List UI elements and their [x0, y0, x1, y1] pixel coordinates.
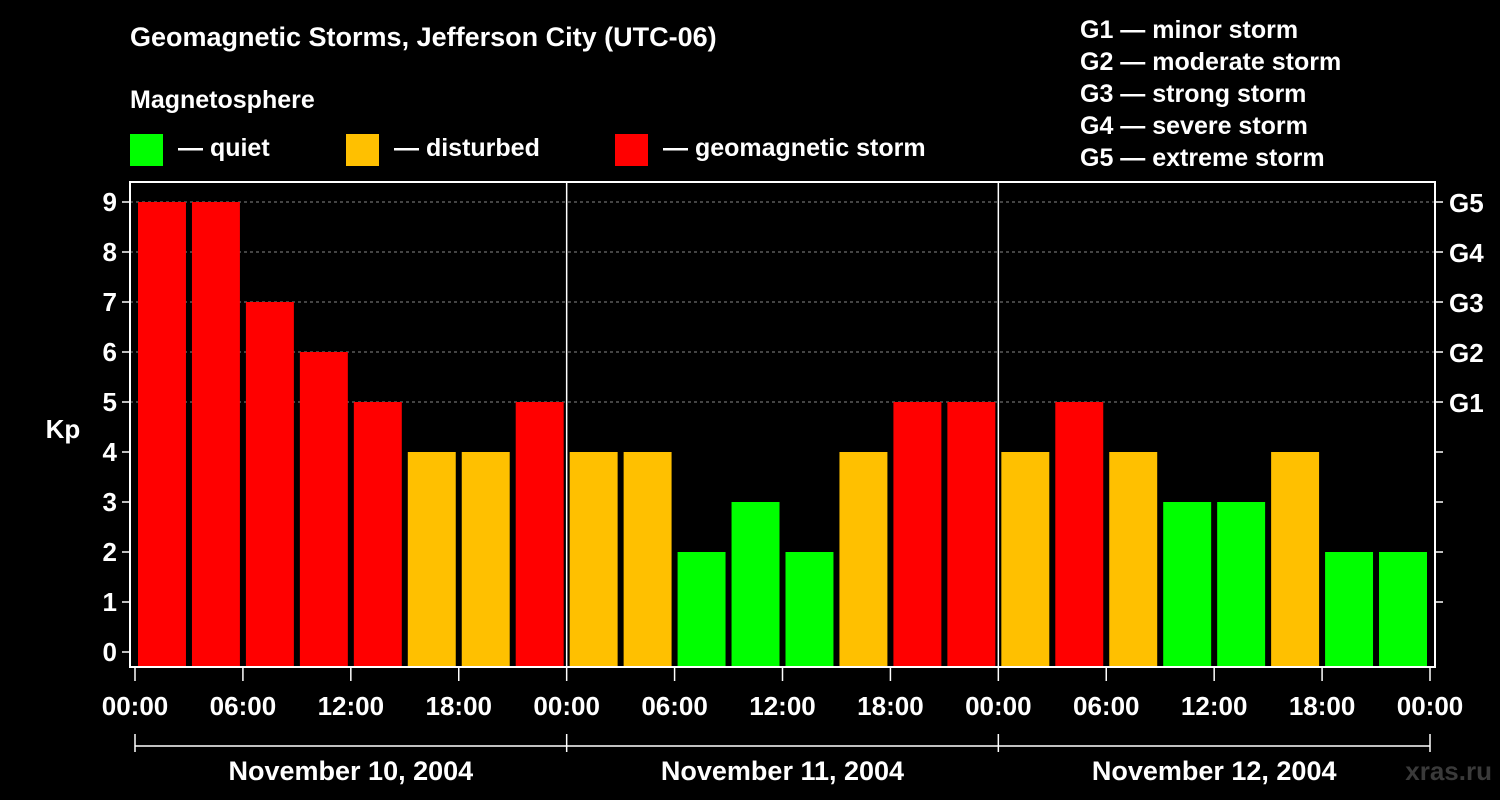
kp-bar — [138, 202, 186, 667]
kp-bar — [1055, 402, 1104, 667]
kp-bar — [731, 502, 780, 667]
x-tick-label: 18:00 — [1289, 691, 1356, 721]
legend-swatch-disturbed — [346, 134, 379, 166]
y-tick-label: 0 — [103, 637, 117, 667]
kp-bar — [1109, 452, 1158, 667]
storm-scale-g2: G2 — moderate storm — [1080, 48, 1342, 76]
x-tick-label: 12:00 — [1181, 691, 1248, 721]
x-tick-label: 00:00 — [533, 691, 600, 721]
kp-bar — [1001, 452, 1050, 667]
kp-bar — [785, 552, 834, 667]
x-tick-label: 18:00 — [426, 691, 493, 721]
legend-swatch-quiet — [130, 134, 163, 166]
g-scale-label: G2 — [1449, 338, 1484, 368]
y-axis-label: Kp — [46, 414, 81, 444]
kp-bar — [1271, 452, 1320, 667]
kp-bar — [1379, 552, 1427, 667]
legend-label-quiet: — quiet — [178, 133, 270, 162]
x-tick-label: 18:00 — [857, 691, 924, 721]
kp-bar — [1163, 502, 1212, 667]
kp-bar — [1325, 552, 1374, 667]
legend-item-storm: — geomagnetic storm — [615, 134, 926, 166]
kp-bar — [461, 452, 510, 667]
kp-bar — [623, 452, 672, 667]
x-tick-label: 06:00 — [641, 691, 708, 721]
y-tick-label: 1 — [103, 587, 117, 617]
kp-bar — [299, 352, 348, 667]
x-tick-label: 12:00 — [749, 691, 816, 721]
y-tick-label: 5 — [103, 387, 117, 417]
storm-scale-legend: G1 — minor storm G2 — moderate storm G3 … — [1080, 14, 1341, 174]
legend-swatch-storm — [615, 134, 648, 166]
g-scale-label: G1 — [1449, 388, 1484, 418]
kp-bar — [677, 552, 726, 667]
chart-title: Geomagnetic Storms, Jefferson City (UTC-… — [130, 22, 717, 52]
x-tick-label: 12:00 — [318, 691, 385, 721]
storm-scale-g1: G1 — minor storm — [1080, 16, 1299, 44]
y-tick-label: 2 — [103, 537, 117, 567]
kp-bar — [839, 452, 888, 667]
y-tick-label: 9 — [103, 187, 117, 217]
legend-item-disturbed: — disturbed — [346, 134, 540, 166]
x-tick-label: 06:00 — [1073, 691, 1140, 721]
day-label: November 10, 2004 — [229, 756, 474, 786]
x-tick-label: 00:00 — [102, 691, 169, 721]
y-tick-label: 7 — [103, 287, 117, 317]
g-scale-label: G4 — [1449, 238, 1484, 268]
g-scale-label: G3 — [1449, 288, 1484, 318]
kp-bar — [1217, 502, 1266, 667]
y-tick-label: 4 — [103, 437, 118, 467]
legend-item-quiet: — quiet — [130, 134, 270, 166]
legend-title: Magnetosphere — [130, 86, 315, 114]
g-scale-label: G5 — [1449, 188, 1484, 218]
kp-bar — [407, 452, 456, 667]
kp-bar — [191, 202, 240, 667]
legend-label-disturbed: — disturbed — [394, 133, 540, 162]
day-label: November 11, 2004 — [661, 756, 904, 786]
y-tick-label: 3 — [103, 487, 117, 517]
x-tick-label: 06:00 — [210, 691, 277, 721]
storm-scale-g3: G3 — strong storm — [1080, 80, 1307, 108]
kp-bar — [353, 402, 402, 667]
kp-bar — [245, 302, 294, 667]
storm-scale-g5: G5 — extreme storm — [1080, 144, 1325, 172]
y-tick-label: 8 — [103, 237, 117, 267]
kp-bar — [569, 452, 618, 667]
x-tick-label: 00:00 — [965, 691, 1032, 721]
y-tick-label: 6 — [103, 337, 117, 367]
kp-bar — [515, 402, 564, 667]
kp-bar — [893, 402, 942, 667]
legend-label-storm: — geomagnetic storm — [663, 133, 926, 162]
storm-scale-g4: G4 — severe storm — [1080, 112, 1308, 140]
kp-bar — [947, 402, 996, 667]
watermark: xras.ru — [1405, 756, 1492, 786]
day-label: November 12, 2004 — [1092, 756, 1337, 786]
x-tick-label: 00:00 — [1397, 691, 1464, 721]
